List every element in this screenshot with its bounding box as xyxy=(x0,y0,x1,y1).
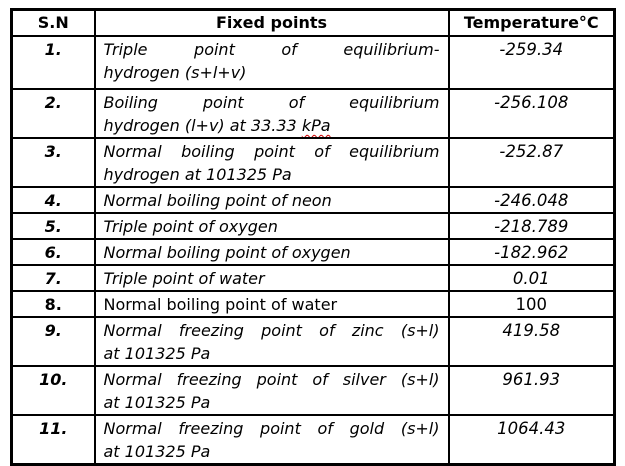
document-page: S.N Fixed points Temperature°C 1. Triple… xyxy=(10,8,616,466)
sn-cell: 11. xyxy=(10,414,96,466)
fixed-point-line: hydrogen at 101325 Pa xyxy=(103,165,292,184)
temperature-cell: 961.93 xyxy=(447,365,616,416)
header-row: S.N Fixed points Temperature°C xyxy=(10,8,616,37)
sn-cell: 4. xyxy=(10,186,96,214)
fixed-point-cell: Normal freezing point of silver (s+l) at … xyxy=(93,365,450,416)
fixed-point-line: Normal boiling point of equilibrium xyxy=(103,142,440,161)
fixed-point-line: Normal freezing point of gold (s+l) xyxy=(103,419,440,438)
spellcheck-underline: kPa xyxy=(301,116,331,135)
fixed-point-line: Normal freezing point of zinc (s+l) xyxy=(103,321,440,340)
fixed-point-cell: Triple point of equilibrium-hydrogen (s+… xyxy=(93,35,450,90)
fixed-point-line: hydrogen (l+v) at 33.33 kPa xyxy=(103,116,331,135)
fixed-point-cell: Boiling point of equilibrium hydrogen (l+… xyxy=(93,88,450,139)
header-temperature: Temperature°C xyxy=(447,8,616,37)
fixed-point-cell: Normal freezing point of zinc (s+l) at 10… xyxy=(93,316,450,367)
fixed-point-line: at 101325 Pa xyxy=(103,393,211,412)
fixed-point-line: at 101325 Pa xyxy=(103,344,211,363)
fixed-point-cell: Normal boiling point of neon xyxy=(93,186,450,214)
fixed-point-line: Triple point of water xyxy=(103,269,265,288)
header-fixed-points: Fixed points xyxy=(93,8,450,37)
table-row: 4. Normal boiling point of neon -246.048 xyxy=(10,186,616,214)
fixed-point-line: Triple point of oxygen xyxy=(103,217,278,236)
temperature-cell: 0.01 xyxy=(447,264,616,292)
table-row: 7. Triple point of water 0.01 xyxy=(10,264,616,292)
table-row: 10. Normal freezing point of silver (s+l… xyxy=(10,365,616,416)
temperature-cell: 1064.43 xyxy=(447,414,616,466)
sn-cell: 3. xyxy=(10,137,96,188)
sn-cell: 9. xyxy=(10,316,96,367)
fixed-point-line: hydrogen (s+l+v) xyxy=(103,63,247,82)
temperature-cell: -246.048 xyxy=(447,186,616,214)
fixed-point-cell: Normal freezing point of gold (s+l) at 10… xyxy=(93,414,450,466)
temperature-cell: -218.789 xyxy=(447,212,616,240)
temperature-cell: -256.108 xyxy=(447,88,616,139)
table-row: 8. Normal boiling point of water 100 xyxy=(10,290,616,318)
fixed-point-line: Boiling point of equilibrium xyxy=(103,93,440,112)
temperature-cell: -182.962 xyxy=(447,238,616,266)
sn-cell: 2. xyxy=(10,88,96,139)
sn-cell: 7. xyxy=(10,264,96,292)
fixed-point-line: Normal boiling point of oxygen xyxy=(103,243,351,262)
table-row: 11. Normal freezing point of gold (s+l) a… xyxy=(10,414,616,466)
table-body: 1. Triple point of equilibrium-hydrogen … xyxy=(10,35,616,466)
sn-cell: 10. xyxy=(10,365,96,416)
header-sn: S.N xyxy=(10,8,96,37)
sn-cell: 1. xyxy=(10,35,96,90)
fixed-point-cell: Normal boiling point of equilibrium hydro… xyxy=(93,137,450,188)
table-row: 1. Triple point of equilibrium-hydrogen … xyxy=(10,35,616,90)
fixed-point-line: at 101325 Pa xyxy=(103,442,211,461)
sn-cell: 8. xyxy=(10,290,96,318)
table-row: 2. Boiling point of equilibrium hydrogen … xyxy=(10,88,616,139)
temperature-cell: 419.58 xyxy=(447,316,616,367)
fixed-point-cell: Normal boiling point of oxygen xyxy=(93,238,450,266)
table-row: 9. Normal freezing point of zinc (s+l) at… xyxy=(10,316,616,367)
table-row: 6. Normal boiling point of oxygen -182.9… xyxy=(10,238,616,266)
fixed-point-line: Normal boiling point of neon xyxy=(103,191,332,210)
sn-cell: 6. xyxy=(10,238,96,266)
fixed-point-line: Normal boiling point of water xyxy=(103,295,338,314)
temperature-cell: 100 xyxy=(447,290,616,318)
temperature-cell: -252.87 xyxy=(447,137,616,188)
fixed-point-cell: Normal boiling point of water xyxy=(93,290,450,318)
fixed-point-cell: Triple point of water xyxy=(93,264,450,292)
sn-cell: 5. xyxy=(10,212,96,240)
temperature-cell: -259.34 xyxy=(447,35,616,90)
fixed-point-line: Triple point of equilibrium- xyxy=(103,40,440,59)
table-row: 3. Normal boiling point of equilibrium hy… xyxy=(10,137,616,188)
fixed-point-line: Normal freezing point of silver (s+l) xyxy=(103,370,440,389)
table-row: 5. Triple point of oxygen -218.789 xyxy=(10,212,616,240)
fixed-point-cell: Triple point of oxygen xyxy=(93,212,450,240)
fixed-points-table: S.N Fixed points Temperature°C 1. Triple… xyxy=(10,8,616,466)
